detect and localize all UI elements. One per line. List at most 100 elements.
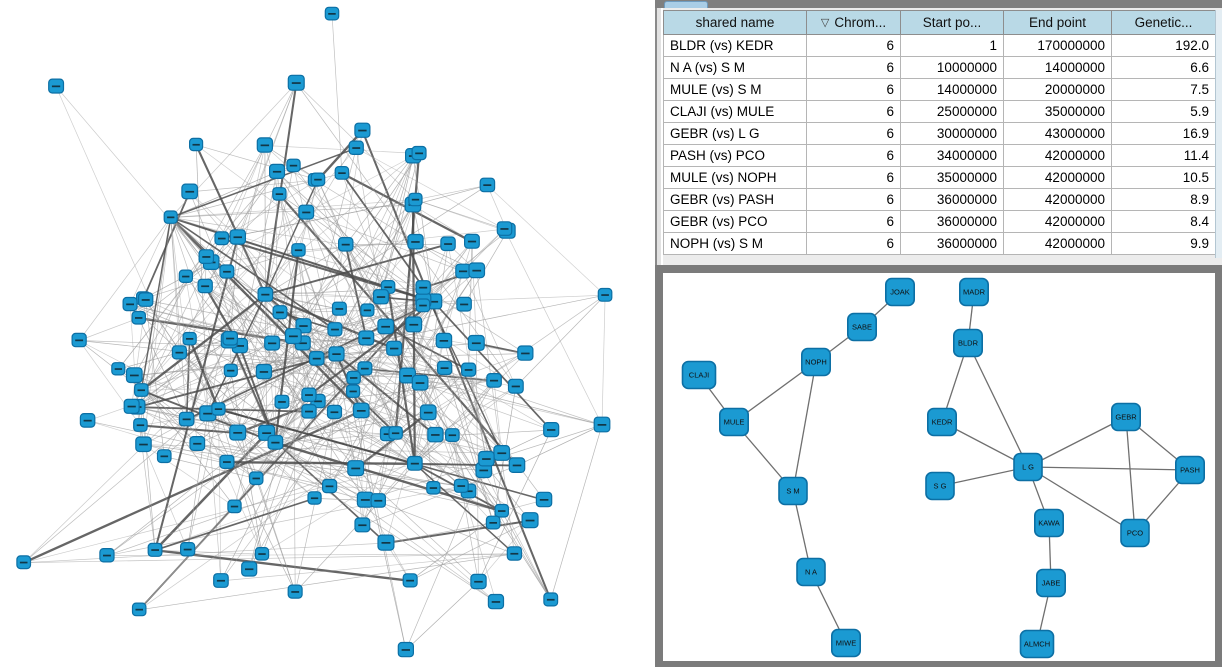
- table-row[interactable]: MULE (vs) NOPH 6 35000000 42000000 10.5: [663, 166, 1216, 189]
- network-node[interactable]: [256, 137, 273, 153]
- network-node[interactable]: [198, 249, 215, 265]
- network-node[interactable]: CLAJI: [681, 360, 717, 390]
- network-node[interactable]: [326, 404, 343, 420]
- network-view-main[interactable]: [0, 0, 655, 669]
- value-cell[interactable]: 192.0: [1111, 34, 1216, 57]
- network-node[interactable]: [435, 332, 453, 349]
- network-node[interactable]: [182, 331, 197, 346]
- value-cell[interactable]: 35000000: [1003, 100, 1112, 123]
- network-node[interactable]: [286, 158, 301, 173]
- network-node[interactable]: [543, 592, 559, 607]
- network-node[interactable]: [48, 78, 65, 94]
- value-cell[interactable]: 6: [806, 210, 901, 233]
- network-node[interactable]: [347, 460, 365, 477]
- value-cell[interactable]: 36000000: [900, 232, 1004, 255]
- network-node[interactable]: [122, 296, 138, 312]
- network-node[interactable]: [370, 493, 387, 508]
- network-node[interactable]: [178, 269, 194, 284]
- network-node[interactable]: [331, 301, 347, 316]
- network-node[interactable]: [272, 187, 287, 201]
- column-header-2[interactable]: Start po...: [900, 10, 1004, 35]
- value-cell[interactable]: 35000000: [900, 166, 1004, 189]
- network-node[interactable]: [408, 192, 423, 207]
- network-edge[interactable]: [1125, 416, 1136, 534]
- network-node[interactable]: [348, 140, 364, 156]
- network-node[interactable]: [437, 360, 453, 376]
- network-node[interactable]: [506, 546, 523, 561]
- network-edge[interactable]: [1027, 466, 1191, 471]
- network-node[interactable]: [71, 332, 87, 348]
- network-node[interactable]: [211, 402, 226, 416]
- network-node[interactable]: [138, 292, 154, 307]
- network-node[interactable]: [593, 416, 611, 433]
- network-node[interactable]: [508, 457, 526, 473]
- column-header-4[interactable]: Genetic...: [1111, 10, 1216, 35]
- value-cell[interactable]: 16.9: [1111, 122, 1216, 145]
- value-cell[interactable]: 1: [900, 34, 1004, 57]
- network-node[interactable]: [440, 236, 456, 252]
- network-node[interactable]: [189, 436, 206, 452]
- network-node[interactable]: [521, 512, 539, 529]
- network-node[interactable]: [269, 163, 286, 179]
- value-cell[interactable]: 6: [806, 122, 901, 145]
- network-node[interactable]: [197, 278, 213, 294]
- network-node[interactable]: [407, 233, 424, 250]
- network-node[interactable]: N A: [796, 557, 826, 587]
- value-cell[interactable]: 8.4: [1111, 210, 1216, 233]
- value-cell[interactable]: 20000000: [1003, 78, 1112, 101]
- edge-name-cell[interactable]: GEBR (vs) PASH: [663, 188, 807, 211]
- network-node[interactable]: [419, 404, 437, 421]
- network-node[interactable]: JABE: [1035, 568, 1066, 598]
- network-node[interactable]: [249, 471, 264, 486]
- network-node[interactable]: [287, 74, 305, 91]
- network-node[interactable]: [415, 298, 431, 313]
- network-node[interactable]: [291, 243, 306, 257]
- network-node[interactable]: [123, 398, 140, 414]
- network-node[interactable]: [181, 183, 198, 200]
- network-edge[interactable]: [967, 342, 1029, 468]
- value-cell[interactable]: 5.9: [1111, 100, 1216, 123]
- value-cell[interactable]: 42000000: [1003, 188, 1112, 211]
- network-node[interactable]: [426, 481, 441, 495]
- network-edge[interactable]: [1027, 416, 1127, 468]
- network-node[interactable]: [284, 328, 302, 345]
- network-node[interactable]: [445, 428, 460, 443]
- value-cell[interactable]: 10000000: [900, 56, 1004, 79]
- network-node[interactable]: [180, 541, 196, 557]
- network-node[interactable]: [507, 378, 524, 394]
- network-node[interactable]: ALMCH: [1019, 629, 1055, 659]
- column-header-1[interactable]: ▽ Chrom...: [806, 10, 901, 35]
- table-row[interactable]: GEBR (vs) PASH 6 36000000 42000000 8.9: [663, 188, 1216, 211]
- table-row[interactable]: NOPH (vs) S M 6 36000000 42000000 9.9: [663, 232, 1216, 255]
- network-node[interactable]: [358, 330, 375, 346]
- value-cell[interactable]: 170000000: [1003, 34, 1112, 57]
- table-row[interactable]: N A (vs) S M 6 10000000 14000000 6.6: [663, 56, 1216, 79]
- network-node[interactable]: [171, 345, 187, 360]
- table-scrollbar-track[interactable]: [1215, 10, 1222, 258]
- value-cell[interactable]: 9.9: [1111, 232, 1216, 255]
- network-node[interactable]: MADR: [958, 277, 989, 307]
- value-cell[interactable]: 6: [806, 144, 901, 167]
- network-node[interactable]: [377, 534, 395, 551]
- network-node[interactable]: MIWE: [831, 628, 862, 658]
- edge-name-cell[interactable]: GEBR (vs) PCO: [663, 210, 807, 233]
- network-node[interactable]: [402, 573, 418, 588]
- table-row[interactable]: MULE (vs) S M 6 14000000 20000000 7.5: [663, 78, 1216, 101]
- network-node[interactable]: [543, 422, 560, 438]
- network-node[interactable]: [219, 264, 235, 279]
- network-node[interactable]: [111, 362, 126, 376]
- network-node[interactable]: [377, 318, 395, 335]
- network-node[interactable]: [494, 503, 510, 518]
- value-cell[interactable]: 6: [806, 166, 901, 189]
- network-node[interactable]: [147, 542, 163, 557]
- value-cell[interactable]: 42000000: [1003, 144, 1112, 167]
- network-node[interactable]: [125, 367, 143, 384]
- filter-icon[interactable]: ▽: [820, 17, 830, 29]
- value-cell[interactable]: 8.9: [1111, 188, 1216, 211]
- network-node[interactable]: S M: [778, 476, 808, 506]
- network-node[interactable]: [461, 362, 477, 377]
- network-node[interactable]: [354, 517, 371, 533]
- network-node[interactable]: [267, 434, 284, 450]
- network-node[interactable]: [411, 145, 427, 161]
- value-cell[interactable]: 10.5: [1111, 166, 1216, 189]
